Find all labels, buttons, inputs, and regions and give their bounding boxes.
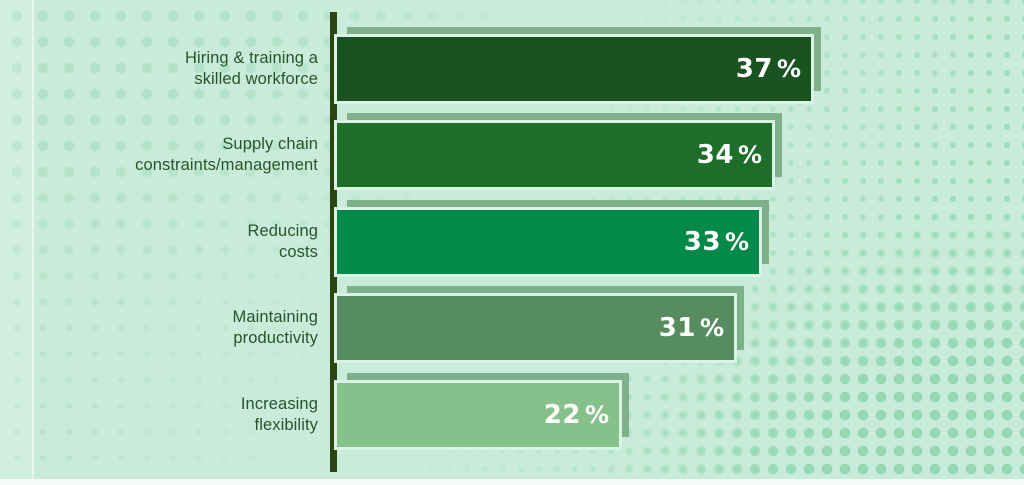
left-seam-line bbox=[32, 0, 34, 485]
category-label-line: skilled workforce bbox=[194, 70, 318, 88]
value-label: 31 bbox=[658, 313, 696, 343]
bar-increasing-flexibility: 22% bbox=[337, 383, 619, 447]
category-label-line: Maintaining bbox=[232, 308, 318, 326]
axis-line bbox=[330, 12, 337, 472]
bottom-edge-strip bbox=[0, 479, 1024, 485]
bar-row: Supply chain constraints/management 34% bbox=[0, 123, 1024, 187]
bar-hiring-training: 37% bbox=[337, 37, 811, 101]
category-label-hiring-training: Hiring & training a skilled workforce bbox=[0, 37, 318, 101]
percent-sign: % bbox=[737, 141, 762, 169]
category-label-reducing-costs: Reducing costs bbox=[0, 210, 318, 274]
category-label-line: productivity bbox=[233, 329, 318, 347]
percent-sign: % bbox=[699, 314, 724, 342]
value-label: 22 bbox=[543, 400, 581, 430]
category-label-line: Supply chain bbox=[222, 135, 318, 153]
bar-row: Hiring & training a skilled workforce 37… bbox=[0, 37, 1024, 101]
category-label-line: Hiring & training a bbox=[184, 49, 318, 67]
bar-row: Increasing flexibility 22% bbox=[0, 383, 1024, 447]
category-label-maintaining-productivity: Maintaining productivity bbox=[0, 296, 318, 360]
category-label-line: Increasing bbox=[240, 395, 318, 413]
value-label: 34 bbox=[696, 140, 734, 170]
category-label-line: Reducing bbox=[247, 222, 318, 240]
bar-supply-chain: 34% bbox=[337, 123, 772, 187]
category-label-line: flexibility bbox=[254, 416, 318, 434]
bar-row: Reducing costs 33% bbox=[0, 210, 1024, 274]
bar-reducing-costs: 33% bbox=[337, 210, 759, 274]
category-label-line: costs bbox=[278, 243, 318, 261]
value-label: 33 bbox=[683, 227, 721, 257]
category-label-supply-chain: Supply chain constraints/management bbox=[0, 123, 318, 187]
left-edge-band bbox=[0, 0, 32, 485]
category-label-line: constraints/management bbox=[135, 156, 318, 174]
percent-sign: % bbox=[776, 55, 801, 83]
percent-sign: % bbox=[584, 401, 609, 429]
bar-maintaining-productivity: 31% bbox=[337, 296, 734, 360]
value-label: 37 bbox=[735, 54, 773, 84]
percent-sign: % bbox=[724, 228, 749, 256]
bar-row: Maintaining productivity 31% bbox=[0, 296, 1024, 360]
category-label-increasing-flexibility: Increasing flexibility bbox=[0, 383, 318, 447]
